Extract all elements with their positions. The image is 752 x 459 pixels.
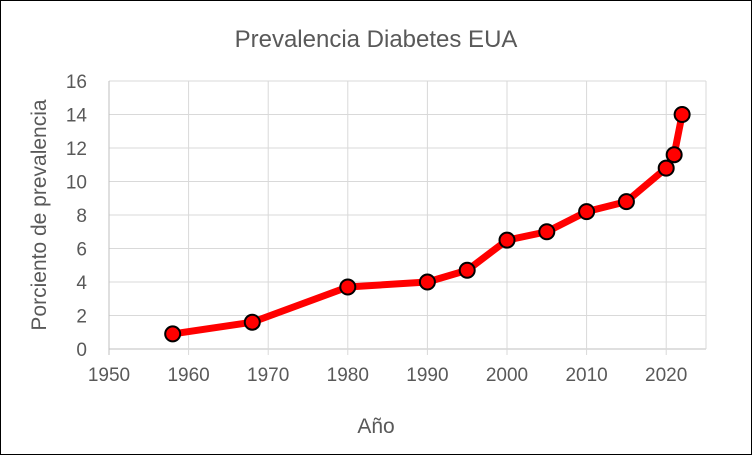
y-tick-label: 16 bbox=[66, 72, 87, 93]
data-point bbox=[164, 325, 182, 343]
data-point bbox=[339, 278, 357, 296]
chart-title: Prevalencia Diabetes EUA bbox=[235, 26, 518, 53]
data-point bbox=[665, 146, 683, 164]
x-tick-label: 2010 bbox=[565, 365, 607, 386]
y-tick-label: 0 bbox=[76, 340, 87, 361]
x-axis-label: Año bbox=[357, 415, 394, 438]
data-point bbox=[538, 223, 556, 241]
y-axis-label: Porciento de prevalencia bbox=[28, 99, 51, 330]
y-tick-label: 6 bbox=[76, 240, 87, 261]
data-point bbox=[243, 313, 261, 331]
y-tick-label: 8 bbox=[76, 206, 87, 227]
x-tick-label: 2020 bbox=[645, 365, 687, 386]
data-point bbox=[617, 193, 635, 211]
y-tick-label: 12 bbox=[66, 139, 87, 160]
x-tick-label: 1960 bbox=[167, 365, 209, 386]
data-point bbox=[498, 231, 516, 249]
x-tick-label: 1980 bbox=[327, 365, 369, 386]
x-tick-label: 1970 bbox=[247, 365, 289, 386]
x-tick-label: 1990 bbox=[406, 365, 448, 386]
data-point bbox=[458, 261, 476, 279]
data-point bbox=[657, 159, 675, 177]
y-tick-label: 10 bbox=[66, 173, 87, 194]
x-tick-label: 2000 bbox=[486, 365, 528, 386]
data-point bbox=[418, 273, 436, 291]
data-point bbox=[673, 106, 691, 123]
x-tick-label: 1950 bbox=[88, 365, 130, 386]
y-tick-label: 14 bbox=[66, 106, 88, 127]
y-tick-label: 2 bbox=[76, 307, 87, 328]
y-tick-label: 4 bbox=[76, 273, 87, 294]
data-point bbox=[578, 203, 596, 221]
